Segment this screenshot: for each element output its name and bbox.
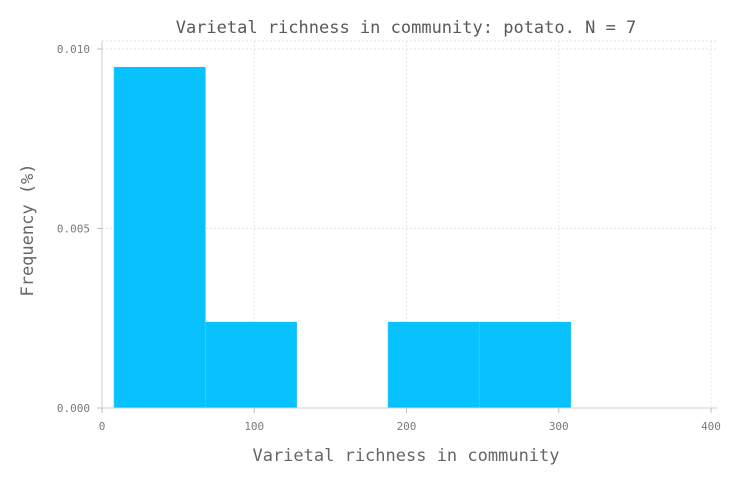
y-tick-label: 0.010	[57, 43, 90, 56]
x-tick-label: 0	[99, 420, 106, 433]
histogram-bar	[388, 321, 480, 408]
x-tick-label: 300	[549, 420, 569, 433]
x-axis-label: Varietal richness in community	[252, 446, 559, 466]
x-tick-label: 100	[244, 420, 264, 433]
axes-layer: 0 100 200 300 400 0.000 0.005 0.010	[57, 41, 721, 433]
y-tick-label: 0.005	[57, 223, 90, 236]
x-tick-label: 200	[397, 420, 417, 433]
x-tick-label: 400	[701, 420, 721, 433]
bars-layer	[113, 66, 571, 408]
histogram-bar	[479, 321, 571, 408]
chart-title: Varietal richness in community: potato. …	[176, 18, 637, 38]
y-tick-label: 0.000	[57, 402, 90, 415]
histogram-bar	[205, 321, 297, 408]
y-axis-label: Frequency (%)	[18, 163, 38, 296]
histogram-bar	[114, 66, 206, 408]
